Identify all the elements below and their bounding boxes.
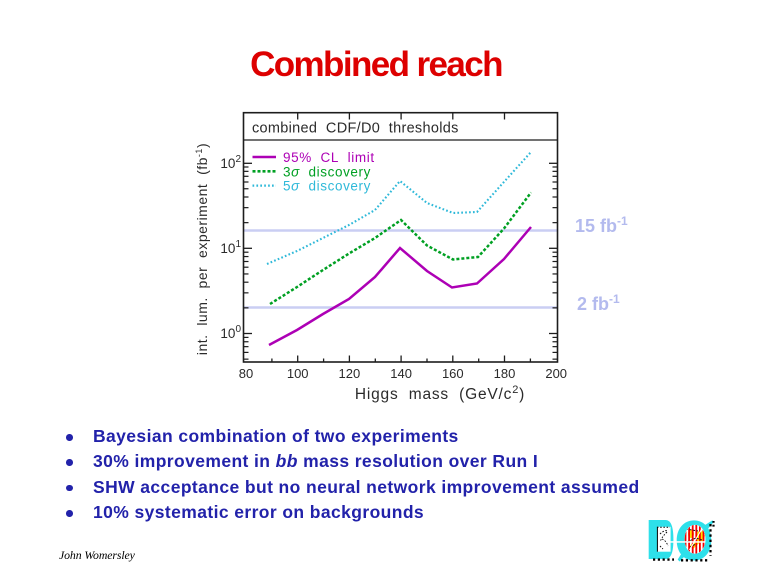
svg-text:95% CL limit: 95% CL limit — [283, 150, 375, 165]
svg-text:140: 140 — [390, 366, 412, 381]
svg-text:combined CDF/D0 thresholds: combined CDF/D0 thresholds — [252, 121, 459, 137]
svg-text:160: 160 — [442, 366, 464, 381]
svg-text:80: 80 — [239, 366, 253, 381]
svg-text:102: 102 — [220, 154, 241, 171]
svg-text:100: 100 — [287, 366, 309, 381]
svg-text:180: 180 — [494, 366, 516, 381]
svg-text:3σ discovery: 3σ discovery — [283, 164, 371, 179]
svg-text:int. lum. per experiment (: int. lum. per experiment (fb-1) — [194, 143, 210, 355]
svg-text:100: 100 — [220, 324, 241, 341]
svg-text:5σ discovery: 5σ discovery — [283, 179, 371, 194]
svg-text:101: 101 — [220, 239, 241, 256]
svg-text:200: 200 — [545, 366, 567, 381]
svg-text:120: 120 — [339, 366, 361, 381]
svg-text:Higgs mass (GeV/c2): Higgs mass (GeV/c2) — [355, 384, 525, 403]
